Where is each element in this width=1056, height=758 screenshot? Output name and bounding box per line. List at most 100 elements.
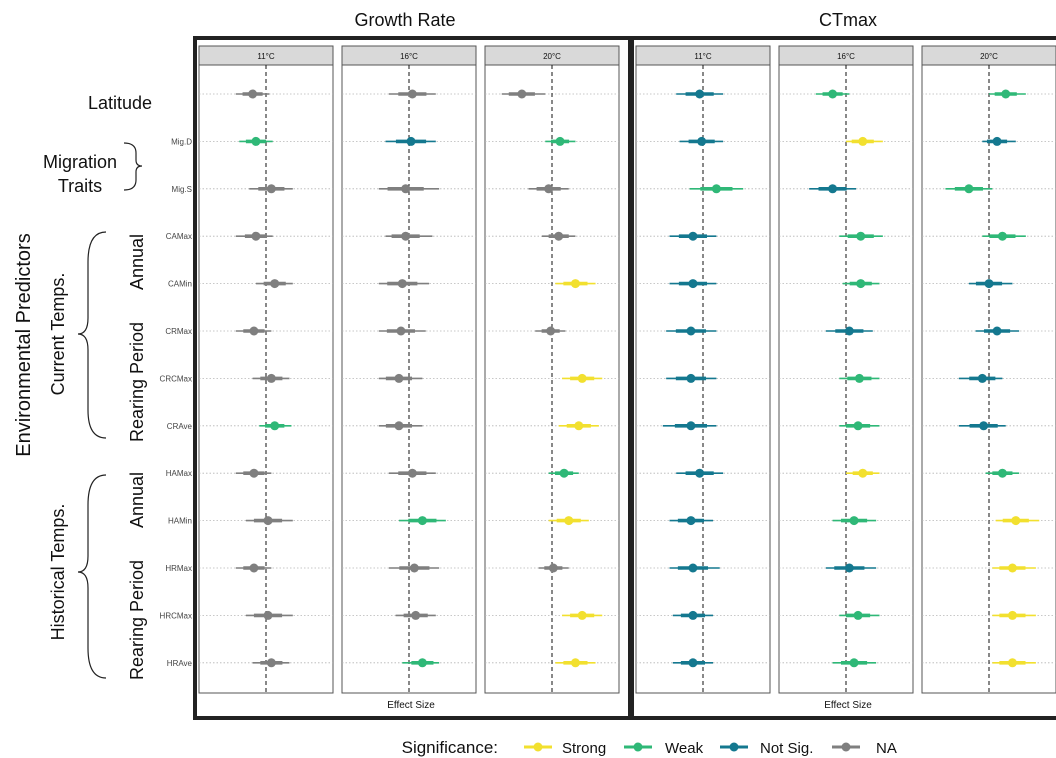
estimate-point-mig-d xyxy=(251,136,261,146)
estimate-point-crave xyxy=(979,421,989,431)
estimate-point-hamax xyxy=(695,468,705,478)
estimate-point-hrave xyxy=(849,658,859,668)
estimate-point-hamax xyxy=(407,468,417,478)
estimate-point-hrmax xyxy=(688,563,698,573)
estimate-point-crave xyxy=(574,421,584,431)
historical-temps-label: Historical Temps. xyxy=(48,504,68,641)
estimate-point-hamin xyxy=(686,516,696,526)
facet-label: 11°C xyxy=(694,52,712,61)
ctmax-section-frame xyxy=(630,36,1056,720)
estimate-point-hamin xyxy=(564,516,574,526)
estimate-point-crmax xyxy=(686,326,696,336)
estimate-point-mig-d xyxy=(555,136,565,146)
estimate-point-camax xyxy=(251,231,261,241)
panel-ctmax-11-c: 11°C xyxy=(635,45,771,694)
facet-label: 11°C xyxy=(257,52,275,61)
estimate-point-crmax xyxy=(396,326,406,336)
panel-growth-rate-11-c: 11°C xyxy=(198,45,334,694)
estimate-point-hrmax xyxy=(409,563,419,573)
panel-growth-rate-20-c: 20°C xyxy=(484,45,620,694)
estimate-point-crave xyxy=(686,421,696,431)
migration-label-line2: Traits xyxy=(58,176,102,196)
estimate-point-mig-d xyxy=(406,136,416,146)
panel-ctmax-16-c: 16°C xyxy=(778,45,914,694)
row-tick-label-mig-s: Mig.S xyxy=(172,185,192,194)
row-tick-label-camax: CAMax xyxy=(166,232,192,241)
panel-ctmax-20-c: 20°C xyxy=(921,45,1056,694)
legend-title: Significance: xyxy=(402,738,498,757)
section-title-growth-rate: Growth Rate xyxy=(354,10,455,30)
row-tick-label-hrave: HRAve xyxy=(167,659,193,668)
estimate-point-hamin xyxy=(263,516,273,526)
estimate-point-latitude xyxy=(828,89,838,99)
estimate-point-crave xyxy=(394,421,404,431)
estimate-point-crave xyxy=(853,421,863,431)
row-tick-label-hrcmax: HRCMax xyxy=(160,611,192,620)
estimate-point-crcmax xyxy=(977,373,987,383)
estimate-point-hrcmax xyxy=(263,610,273,620)
historical-rearing-period-label: Rearing Period xyxy=(127,560,147,680)
estimate-point-latitude xyxy=(1001,89,1011,99)
panel-growth-rate-16-c: 16°C xyxy=(341,45,477,694)
estimate-point-hrave xyxy=(570,658,580,668)
estimate-point-camax xyxy=(997,231,1007,241)
estimate-point-latitude xyxy=(248,89,258,99)
legend-dot-na xyxy=(841,742,851,752)
legend-label-strong: Strong xyxy=(562,740,606,757)
row-tick-label-hrmax: HRMax xyxy=(165,564,192,573)
estimate-point-hrave xyxy=(1007,658,1017,668)
estimate-point-camin xyxy=(856,279,866,289)
legend-dot-not-sig xyxy=(729,742,739,752)
estimate-point-hamax xyxy=(559,468,569,478)
estimate-point-hrave xyxy=(417,658,427,668)
estimate-point-hrcmax xyxy=(853,610,863,620)
facet-label: 20°C xyxy=(980,52,998,61)
row-tick-label-crcmax: CRCMax xyxy=(160,374,192,383)
estimate-point-crcmax xyxy=(854,373,864,383)
row-tick-label-camin: CAMin xyxy=(168,280,192,289)
panels-layer: 11°C 16°C 20°C 11°C 16°C 20°C Mig.D Mig.S CAMax C… xyxy=(160,45,1056,694)
facet-label: 16°C xyxy=(837,52,855,61)
estimate-point-hamax xyxy=(249,468,259,478)
estimate-point-latitude xyxy=(517,89,527,99)
legend-dot-strong xyxy=(533,742,543,752)
estimate-point-latitude xyxy=(695,89,705,99)
estimate-point-camax xyxy=(688,231,698,241)
estimate-point-crcmax xyxy=(686,373,696,383)
latitude-label: Latitude xyxy=(88,93,152,113)
estimate-point-hrave xyxy=(266,658,276,668)
estimate-point-mig-s xyxy=(828,184,838,194)
estimate-point-hrave xyxy=(688,658,698,668)
estimate-point-camax xyxy=(554,231,564,241)
estimate-point-hrmax xyxy=(249,563,259,573)
estimate-point-hamax xyxy=(858,468,868,478)
legend-label-weak: Weak xyxy=(665,740,704,757)
legend-label-na: NA xyxy=(876,740,897,757)
estimate-point-hrmax xyxy=(548,563,558,573)
legend: Significance: Strong Weak Not Sig. NA xyxy=(402,738,897,757)
estimate-point-latitude xyxy=(407,89,417,99)
estimate-point-hrcmax xyxy=(411,610,421,620)
estimate-point-hamin xyxy=(417,516,427,526)
current-annual-label: Annual xyxy=(127,234,147,290)
estimate-point-crmax xyxy=(546,326,556,336)
estimate-point-mig-d xyxy=(992,136,1002,146)
historical-annual-label: Annual xyxy=(127,472,147,528)
facet-label: 16°C xyxy=(400,52,418,61)
row-tick-label-mig-d: Mig.D xyxy=(171,137,192,146)
facet-label: 20°C xyxy=(543,52,561,61)
estimate-point-camin xyxy=(570,279,580,289)
estimate-point-camax xyxy=(401,231,411,241)
estimate-point-camin xyxy=(984,279,994,289)
estimate-point-mig-s xyxy=(711,184,721,194)
ctmax-xlabel: Effect Size xyxy=(824,700,872,711)
estimate-point-crmax xyxy=(992,326,1002,336)
legend-label-not-sig: Not Sig. xyxy=(760,740,813,757)
estimate-point-camin xyxy=(270,279,280,289)
estimate-point-hrcmax xyxy=(577,610,587,620)
estimate-point-mig-d xyxy=(697,136,707,146)
estimate-point-hrmax xyxy=(844,563,854,573)
row-tick-label-hamin: HAMin xyxy=(168,517,192,526)
migration-brace xyxy=(123,142,143,191)
